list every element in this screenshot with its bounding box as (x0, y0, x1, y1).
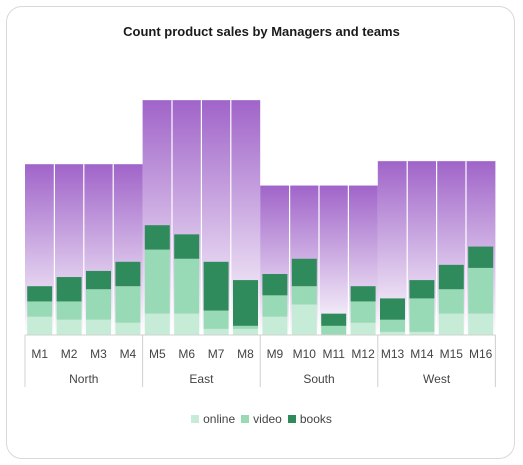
bar-books-m8 (233, 280, 258, 326)
bar-online-m8 (233, 328, 258, 335)
bar-books-m14 (409, 280, 435, 299)
group-label-west: West (423, 372, 451, 386)
x-tick-label: M5 (149, 347, 166, 361)
bar-video-m12 (350, 301, 376, 323)
bar-books-m13 (380, 298, 405, 320)
bar-online-m4 (115, 322, 141, 335)
chart-legend: online video books (0, 412, 523, 426)
x-tick-label: M13 (381, 347, 405, 361)
bar-online-m6 (174, 313, 200, 335)
group-label-north: North (69, 372, 98, 386)
x-tick-label: M15 (440, 347, 464, 361)
group-label-east: East (189, 372, 214, 386)
x-tick-label: M12 (351, 347, 375, 361)
bar-video-m16 (468, 267, 494, 314)
bar-books-m10 (291, 258, 317, 287)
bar-online-m12 (350, 322, 376, 335)
bar-books-m5 (144, 225, 170, 250)
bar-video-m3 (86, 289, 111, 320)
bar-online-m7 (203, 328, 229, 335)
bar-books-m9 (262, 274, 288, 296)
legend-swatch (191, 415, 200, 423)
bar-books-m3 (86, 270, 111, 290)
bar-books-m4 (115, 261, 141, 287)
bar-books-m12 (350, 286, 376, 302)
x-tick-label: M14 (410, 347, 434, 361)
legend-item-video: video (241, 412, 282, 426)
bar-online-m3 (86, 319, 111, 335)
bar-video-m14 (409, 298, 435, 332)
bar-video-m10 (291, 286, 317, 305)
x-tick-label: M8 (237, 347, 254, 361)
bar-video-m7 (203, 310, 229, 329)
legend-swatch (241, 415, 250, 423)
bar-online-m9 (262, 316, 288, 335)
x-tick-label: M1 (31, 347, 48, 361)
x-tick-label: M3 (90, 347, 107, 361)
bar-online-m10 (291, 304, 317, 335)
bar-books-m6 (174, 234, 200, 259)
x-tick-label: M16 (469, 347, 493, 361)
bar-online-m15 (438, 313, 464, 335)
x-tick-label: M10 (293, 347, 317, 361)
bar-video-m15 (438, 289, 464, 314)
bar-video-m1 (27, 301, 53, 317)
bar-online-m13 (380, 331, 405, 335)
bar-video-m8 (233, 325, 258, 329)
bar-video-m5 (144, 249, 170, 314)
x-tick-label: M9 (267, 347, 284, 361)
bar-online-m1 (27, 316, 53, 335)
bar-books-m16 (468, 246, 494, 268)
bar-online-m2 (56, 319, 82, 335)
chart-title: Count product sales by Managers and team… (123, 24, 400, 39)
legend-swatch (287, 415, 296, 423)
x-tick-label: M4 (120, 347, 137, 361)
x-tick-label: M2 (61, 347, 78, 361)
legend-item-online: online (191, 412, 235, 426)
bar-books-m7 (203, 261, 229, 311)
x-tick-label: M7 (208, 347, 225, 361)
group-label-south: South (303, 372, 334, 386)
bar-video-m6 (174, 258, 200, 314)
bar-video-m4 (115, 286, 141, 323)
bar-video-m9 (262, 295, 288, 317)
x-tick-label: M11 (322, 347, 345, 361)
bar-video-m13 (380, 319, 405, 332)
x-tick-label: M6 (178, 347, 195, 361)
legend-label: online (203, 412, 236, 426)
bar-books-m15 (438, 264, 464, 290)
bar-video-m2 (56, 301, 82, 320)
bar-books-m2 (56, 277, 82, 302)
bar-books-m1 (27, 286, 53, 302)
bar-video-m11 (321, 325, 347, 335)
bar-books-m11 (321, 313, 347, 326)
legend-label: video (253, 412, 282, 426)
bar-online-m16 (468, 313, 494, 335)
legend-item-books: books (287, 412, 332, 426)
legend-label: books (299, 412, 332, 426)
bar-online-m14 (409, 331, 435, 335)
bar-online-m5 (144, 313, 170, 335)
